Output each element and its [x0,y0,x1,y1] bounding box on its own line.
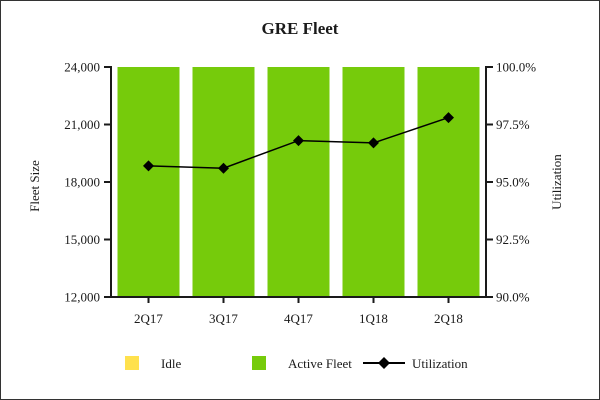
legend-label-idle: Idle [161,356,181,371]
legend-diamond-marker [378,357,390,369]
right-axis-tick-label: 97.5% [496,117,530,132]
utilization-point-diamond [443,112,454,124]
left-axis-title: Fleet Size [27,160,42,212]
utilization-point-diamond [293,135,304,147]
x-axis-category-label: 1Q18 [359,311,388,326]
right-axis-tick-label: 100.0% [496,60,536,75]
left-axis-tick-label: 18,000 [64,175,100,190]
utilization-point-diamond [143,160,154,172]
right-axis-tick-label: 92.5% [496,232,530,247]
x-axis-category-label: 4Q17 [284,311,313,326]
x-axis-category-label: 2Q17 [134,311,163,326]
bar-segment-active-fleet [192,67,255,297]
left-axis-tick-label: 12,000 [64,290,100,305]
utilization-point-diamond [218,162,229,174]
legend-swatch-active [252,356,266,370]
legend-label-active-fleet: Active Fleet [288,356,352,371]
x-axis-category-label: 2Q18 [434,311,463,326]
chart-title: GRE Fleet [262,19,339,38]
legend-swatch-idle [125,356,139,370]
right-axis-tick-label: 95.0% [496,175,530,190]
bar-segment-active-fleet [267,67,330,297]
right-axis-tick-label: 90.0% [496,290,530,305]
bar-segment-active-fleet [342,67,405,297]
bars-group [117,67,480,297]
left-axis-tick-label: 21,000 [64,117,100,132]
line-series-group [143,112,454,174]
bar-segment-active-fleet [117,67,180,297]
utilization-point-diamond [368,137,379,149]
left-axis-tick-label: 24,000 [64,60,100,75]
legend: Idle Active Fleet Utilization [125,356,468,371]
right-axis-title: Utilization [549,154,564,210]
bar-segment-active-fleet [417,67,480,297]
legend-label-utilization: Utilization [412,356,468,371]
x-axis-category-label: 3Q17 [209,311,238,326]
axes-group: 24,000 21,000 18,000 15,000 12,000 100.0% 97.5… [64,60,536,327]
left-axis-tick-label: 15,000 [64,232,100,247]
